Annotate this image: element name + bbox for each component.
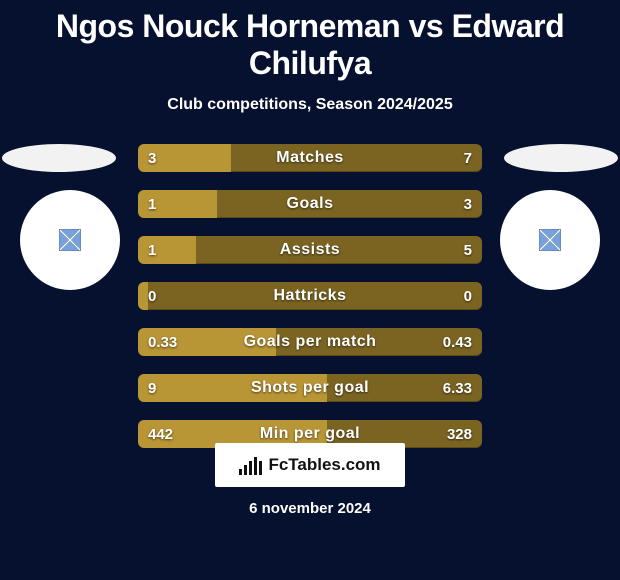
placeholder-image-icon <box>59 229 81 251</box>
bar-chart-icon <box>239 455 262 475</box>
stat-label: Shots per goal <box>138 374 482 402</box>
shadow-ellipse-right <box>504 144 618 172</box>
icon-bar <box>254 457 257 475</box>
stat-row: 1Assists5 <box>138 236 482 264</box>
brand-logo: FcTables.com <box>215 443 405 487</box>
stat-value-right: 7 <box>464 144 472 172</box>
stat-label: Hattricks <box>138 282 482 310</box>
stat-value-right: 6.33 <box>443 374 472 402</box>
footer-date: 6 november 2024 <box>0 500 620 517</box>
icon-bar <box>259 461 262 475</box>
brand-text: FcTables.com <box>268 455 380 475</box>
stat-value-right: 5 <box>464 236 472 264</box>
stat-label: Matches <box>138 144 482 172</box>
stat-row: 9Shots per goal6.33 <box>138 374 482 402</box>
stat-value-right: 328 <box>447 420 472 448</box>
icon-bar <box>244 465 247 475</box>
stat-value-right: 0 <box>464 282 472 310</box>
stat-row: 0.33Goals per match0.43 <box>138 328 482 356</box>
stat-row: 1Goals3 <box>138 190 482 218</box>
stat-label: Goals <box>138 190 482 218</box>
stat-label: Assists <box>138 236 482 264</box>
placeholder-image-icon <box>539 229 561 251</box>
stat-label: Goals per match <box>138 328 482 356</box>
stat-bars: 3Matches71Goals31Assists50Hattricks00.33… <box>138 144 482 466</box>
stat-value-right: 3 <box>464 190 472 218</box>
page-subtitle: Club competitions, Season 2024/2025 <box>0 96 620 114</box>
shadow-ellipse-left <box>2 144 116 172</box>
stat-row: 0Hattricks0 <box>138 282 482 310</box>
icon-bar <box>249 461 252 475</box>
stat-value-right: 0.43 <box>443 328 472 356</box>
icon-bar <box>239 469 242 475</box>
page-title: Ngos Nouck Horneman vs Edward Chilufya <box>0 0 620 82</box>
player-avatar-right <box>500 190 600 290</box>
player-avatar-left <box>20 190 120 290</box>
stat-row: 3Matches7 <box>138 144 482 172</box>
